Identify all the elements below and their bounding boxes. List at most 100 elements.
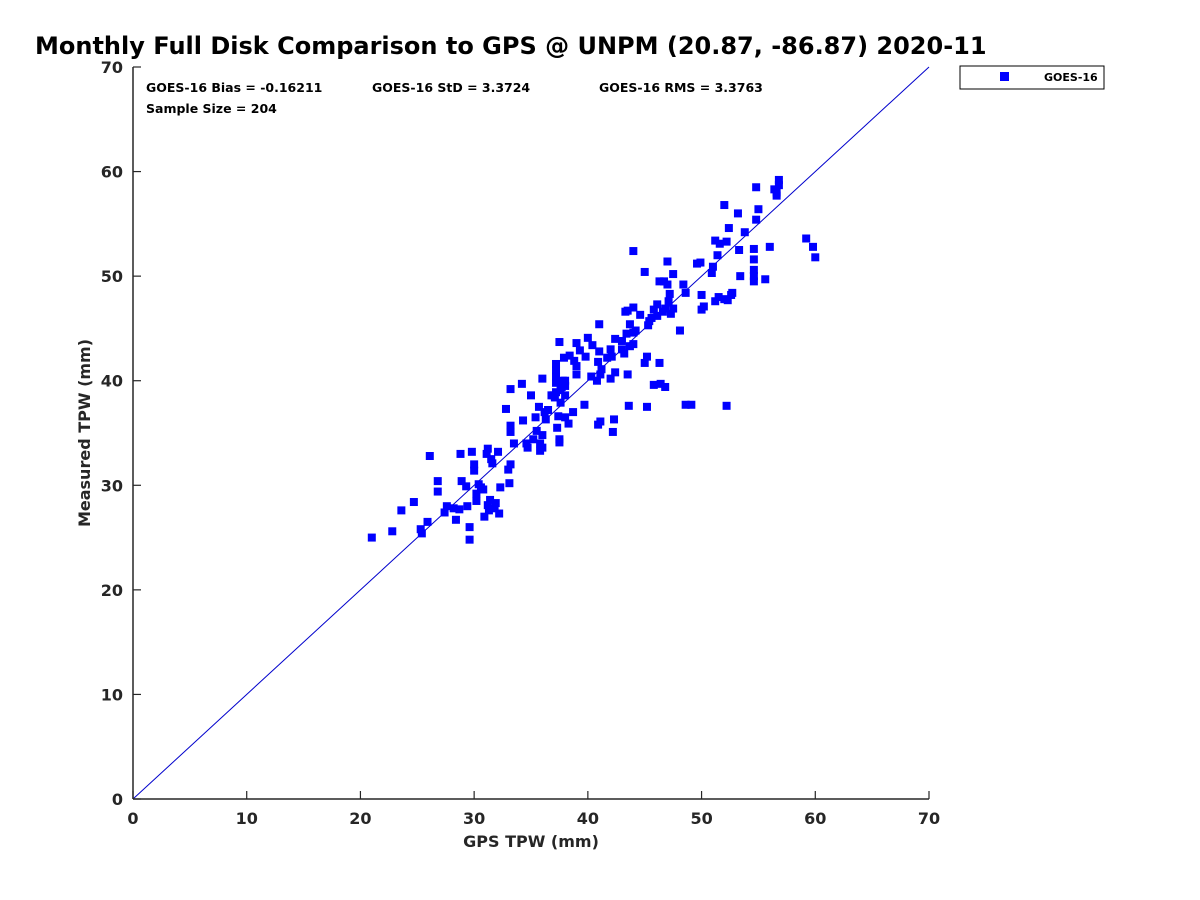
data-point [550,393,559,402]
x-tick-label: 10 [236,809,258,828]
data-point [636,310,645,319]
data-point [486,495,495,504]
x-tick-label: 0 [127,809,138,828]
data-point [644,321,653,330]
data-point [809,242,818,251]
x-tick-labels: 0 10 20 30 40 50 60 70 [127,791,940,828]
data-point [666,309,675,318]
data-point [596,417,605,426]
data-point [505,479,514,488]
data-point [713,251,722,260]
legend: GOES-16 [959,65,1105,90]
data-point [722,401,731,410]
data-point [561,376,570,385]
data-points [367,175,820,544]
data-point [440,508,449,517]
data-point [572,362,581,371]
data-point [479,485,488,494]
y-tick-label: 20 [101,581,123,600]
data-point [480,512,489,521]
data-point [629,303,638,312]
stat-bias: GOES-16 Bias = -0.16211 [146,80,322,95]
data-point [653,300,662,309]
data-point [699,302,708,311]
data-point [811,253,820,262]
data-point [697,290,706,299]
data-point [607,352,616,361]
data-point [491,499,500,508]
data-point [640,358,649,367]
data-point [552,388,561,397]
data-point [552,378,561,387]
data-point [565,351,574,360]
data-point [642,352,651,361]
data-point [462,482,471,491]
data-point [625,320,634,329]
data-point [417,529,426,538]
data-point [724,224,733,233]
data-point [538,431,547,440]
data-point [608,427,617,436]
data-point [653,311,662,320]
plot-area: 0 10 20 30 40 50 60 70 0 10 20 30 40 50 60 70 [101,58,940,828]
data-point [506,427,515,436]
data-point [656,379,665,388]
data-point [555,338,564,347]
x-tick-label: 50 [690,809,712,828]
data-point [765,242,774,251]
stat-rms: GOES-16 RMS = 3.3763 [599,80,763,95]
data-point [715,239,724,248]
data-point [501,404,510,413]
stats-annotations: GOES-16 Bias = -0.16211 GOES-16 StD = 3.… [146,80,763,116]
stat-std: GOES-16 StD = 3.3724 [372,80,530,95]
data-point [552,372,561,381]
data-point [534,402,543,411]
data-point [472,496,481,505]
data-point [517,379,526,388]
data-point [442,502,451,511]
data-point [555,438,564,447]
data-point [611,368,620,377]
data-point [554,412,563,421]
data-point [425,452,434,461]
data-point [595,347,604,356]
data-point [556,398,565,407]
data-point [723,296,732,305]
data-point [580,400,589,409]
data-point [711,236,720,245]
data-point [687,400,696,409]
data-point [532,426,541,435]
data-point [595,320,604,329]
data-point [720,201,729,210]
y-tick-label: 30 [101,476,123,495]
data-point [623,370,632,379]
data-point [649,380,658,389]
data-point [536,439,545,448]
data-point [455,505,464,514]
data-point [465,535,474,544]
data-point [509,439,518,448]
data-point [367,533,376,542]
data-point [552,359,561,368]
data-point [647,313,656,322]
data-point [495,509,504,518]
data-point [456,449,465,458]
data-point [472,489,481,498]
data-point [561,381,570,390]
data-point [606,345,615,354]
data-point [483,444,492,453]
data-point [606,374,615,383]
stat-sample-size: Sample Size = 204 [146,101,277,116]
data-point [596,370,605,379]
legend-label-goes16: GOES-16 [1044,71,1098,84]
data-point [649,305,658,314]
data-point [640,267,649,276]
data-point [707,269,716,278]
data-point [457,477,466,486]
data-point [802,234,811,243]
data-point [465,523,474,532]
data-point [467,447,476,456]
data-point [669,270,678,279]
data-point [617,336,626,345]
data-point [506,385,515,394]
